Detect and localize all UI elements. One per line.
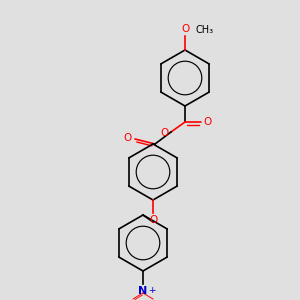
Text: O: O (124, 133, 132, 143)
Text: O: O (182, 24, 190, 34)
Text: O: O (203, 117, 211, 127)
Text: N: N (138, 286, 148, 296)
Text: +: + (148, 286, 155, 295)
Text: CH₃: CH₃ (195, 25, 213, 35)
Text: O: O (161, 128, 169, 138)
Text: O: O (149, 215, 157, 225)
